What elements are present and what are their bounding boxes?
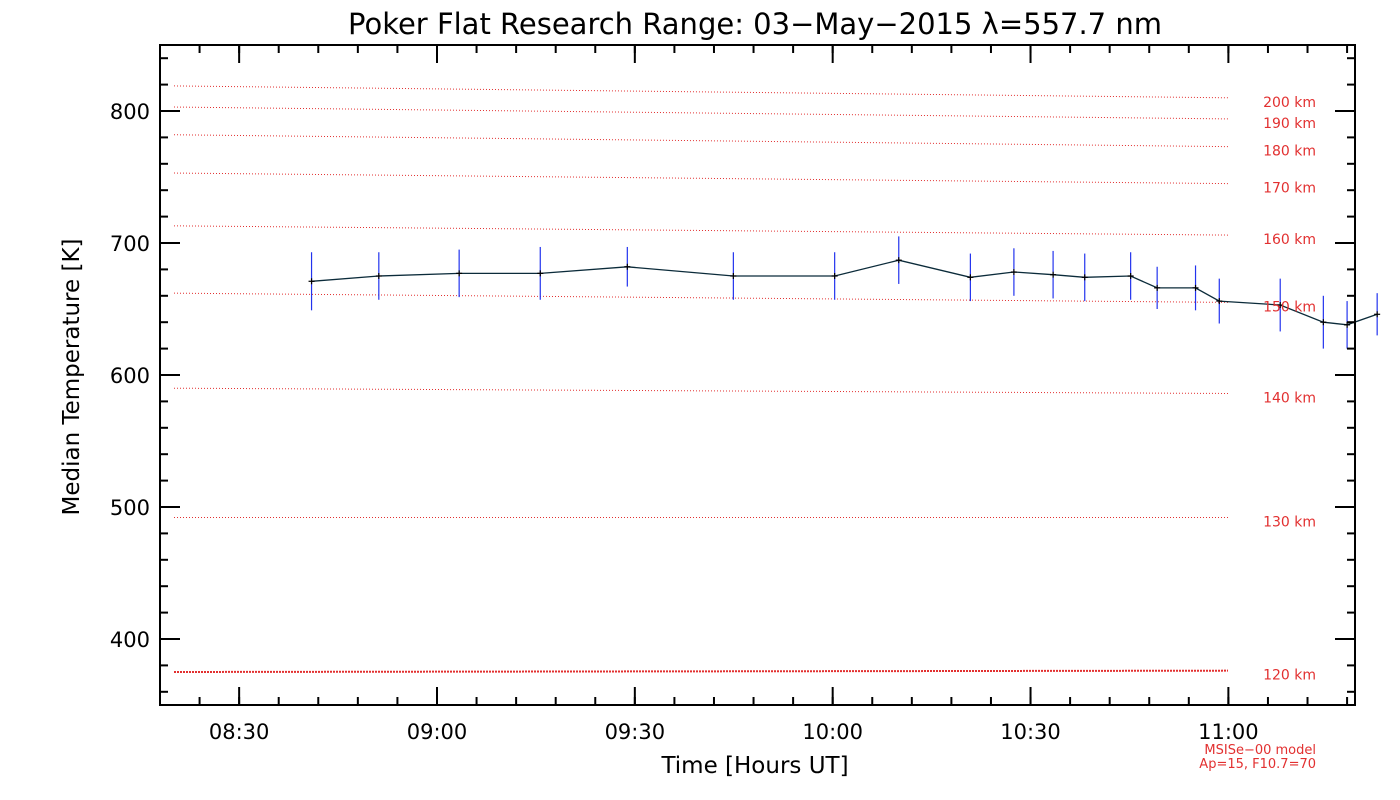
altitude-label-2: 140 km	[1263, 390, 1316, 406]
altitude-label-8: 200 km	[1263, 95, 1316, 111]
altitude-label-7: 190 km	[1263, 116, 1316, 132]
model-note-line-2: Ap=15, F10.7=70	[1199, 757, 1316, 772]
data-point-9	[1010, 269, 1017, 276]
model-line-2	[173, 387, 1229, 394]
y-axis-label: Median Temperature [K]	[59, 239, 85, 516]
y-tick-label-4: 800	[110, 100, 150, 124]
x-tick-label-3: 10:00	[802, 720, 863, 744]
model-lines	[173, 85, 1229, 673]
altitude-labels: 200 km 190 km 180 km 170 km 160 km 150 km 140 …	[1263, 95, 1316, 684]
data-point-11	[1081, 274, 1088, 281]
series-layer	[308, 236, 1381, 349]
data-point-12	[1127, 273, 1134, 279]
data-point-16	[1277, 302, 1284, 309]
data-point-19	[1374, 311, 1381, 318]
model-line-8	[173, 85, 1229, 99]
data-point-17	[1320, 319, 1327, 326]
data-point-10	[1050, 271, 1057, 278]
x-tick-label-4: 10:30	[1000, 720, 1061, 744]
data-point-6	[831, 273, 838, 279]
altitude-label-0: 120 km	[1263, 668, 1316, 684]
altitude-label-5: 170 km	[1263, 181, 1316, 197]
x-tick-label-0: 08:30	[209, 720, 270, 744]
altitude-label-6: 180 km	[1263, 144, 1316, 160]
model-line-6	[173, 134, 1229, 148]
model-note-line-1: MSISe−00 model	[1204, 743, 1316, 758]
data-point-7	[895, 257, 902, 264]
model-line-4	[173, 225, 1229, 236]
y-tick-label-3: 700	[110, 232, 150, 256]
data-point-5	[730, 273, 737, 279]
y-tick-label-0: 400	[110, 628, 150, 652]
altitude-label-3: 150 km	[1263, 299, 1316, 315]
model-line-0	[173, 669, 1229, 673]
altitude-label-4: 160 km	[1263, 232, 1316, 248]
x-tick-label-5: 11:00	[1198, 720, 1259, 744]
data-point-8	[967, 274, 974, 281]
data-point-13	[1154, 284, 1161, 291]
data-point-2	[456, 270, 463, 277]
data-point-14	[1192, 284, 1199, 291]
plot-frame	[159, 44, 1356, 706]
model-line-7	[173, 106, 1229, 120]
data-point-0	[308, 278, 315, 285]
data-point-4	[624, 263, 631, 270]
model-line-5	[173, 172, 1229, 185]
data-point-1	[375, 273, 382, 279]
chart-title: Poker Flat Research Range: 03−May−2015 λ…	[348, 7, 1162, 41]
tick-labels: 08:30 09:00 09:30 10:00 10:30 11:00 400 500 600 7…	[110, 100, 1259, 744]
model-line-3	[173, 292, 1229, 303]
y-tick-label-2: 600	[110, 364, 150, 388]
altitude-label-1: 130 km	[1263, 515, 1316, 531]
x-tick-label-2: 09:30	[605, 720, 666, 744]
data-point-3	[537, 270, 544, 277]
x-tick-label-1: 09:00	[407, 720, 468, 744]
series-line-0	[311, 259, 1378, 326]
y-tick-label-1: 500	[110, 496, 150, 520]
data-point-15	[1216, 298, 1223, 305]
axis-ticks	[159, 45, 1355, 705]
x-axis-label: Time [Hours UT]	[660, 753, 848, 779]
